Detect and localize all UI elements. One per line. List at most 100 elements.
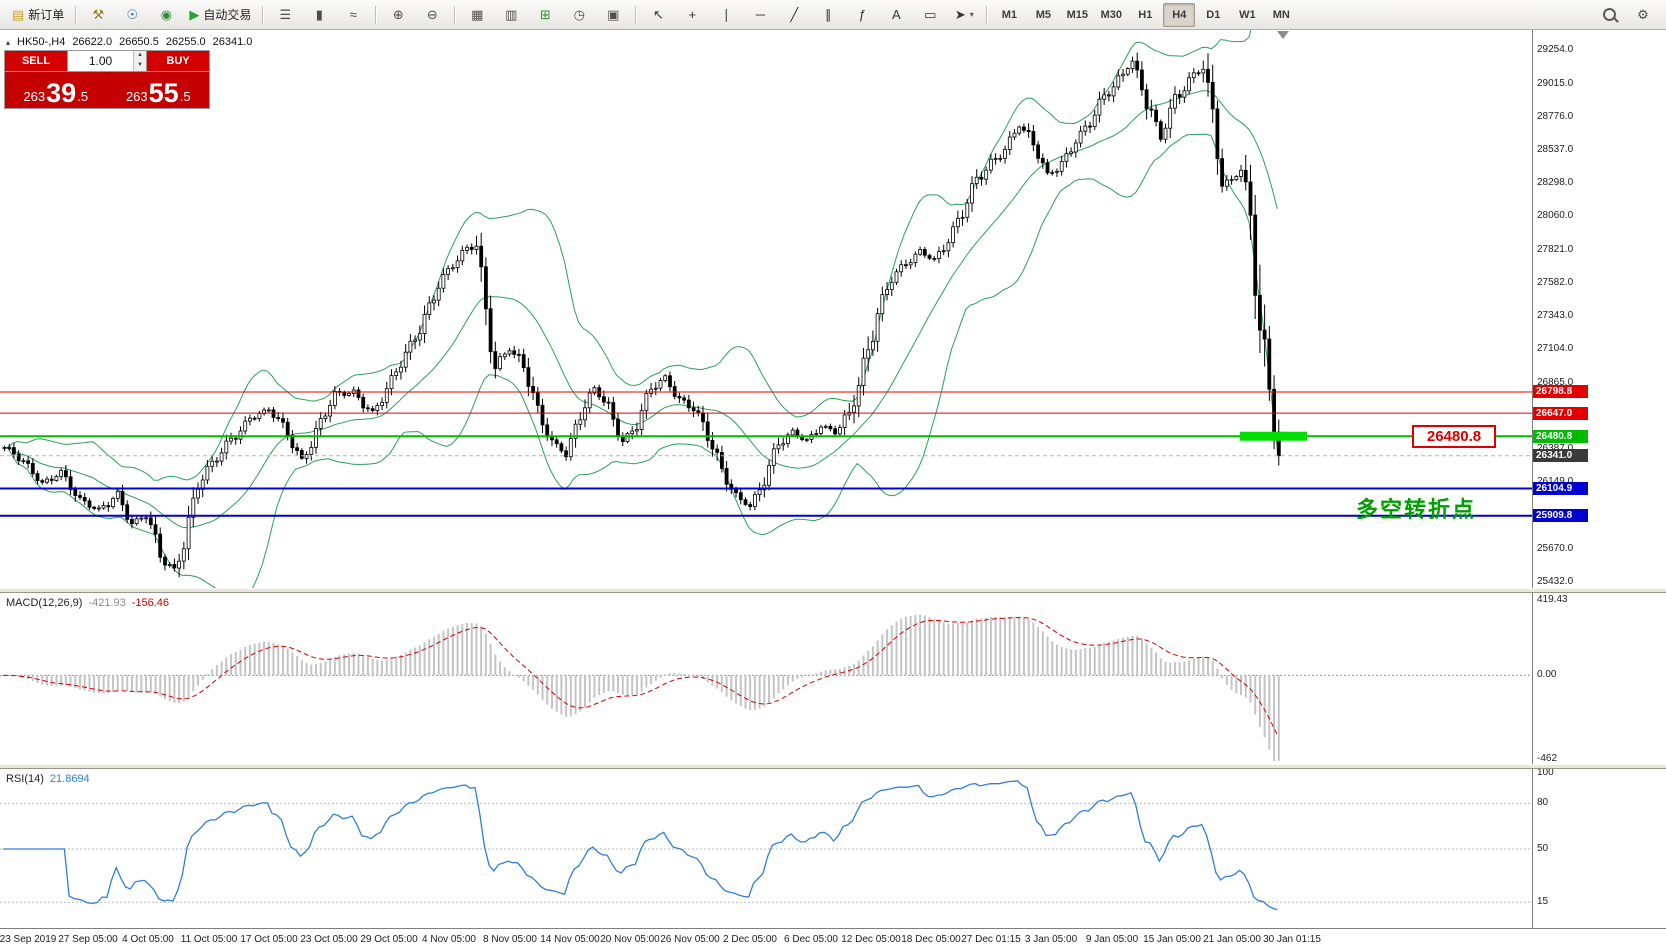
new-chart-icon: ⊞ bbox=[539, 7, 551, 22]
panel-separator[interactable] bbox=[0, 764, 1666, 769]
macd-header: MACD(12,26,9) -421.93 -156.46 bbox=[6, 597, 169, 609]
candlestick-chart-button[interactable]: ▮ bbox=[303, 3, 335, 27]
signals-button[interactable]: ◉ bbox=[150, 3, 182, 27]
volume-spinner: ▲ ▼ bbox=[133, 51, 146, 71]
horizontal-line-button[interactable]: ─ bbox=[744, 3, 776, 27]
volume-down-button[interactable]: ▼ bbox=[134, 61, 146, 71]
sell-price-big-digits: 39 bbox=[46, 78, 77, 109]
price-level-badge: 26104.9 bbox=[1533, 482, 1588, 495]
market-watch-button[interactable]: ☉ bbox=[116, 3, 148, 27]
vertical-line-button[interactable]: ∣ bbox=[710, 3, 742, 27]
timeframe-m15-button[interactable]: M15 bbox=[1061, 3, 1093, 27]
macd-panel-plot[interactable] bbox=[0, 593, 1666, 764]
text-icon: A bbox=[891, 7, 901, 22]
toolbar-right: ⚙ bbox=[1592, 3, 1660, 27]
macd-histogram bbox=[12, 614, 1280, 761]
crosshair-icon: + bbox=[688, 7, 697, 22]
text-button[interactable]: A bbox=[880, 3, 912, 27]
price-axis-label: 28298.0 bbox=[1537, 177, 1574, 188]
price-axis[interactable] bbox=[1533, 30, 1666, 928]
main-chart-plot[interactable] bbox=[0, 30, 1666, 588]
arrange-windows-button[interactable]: ▥ bbox=[495, 3, 527, 27]
price-level-badge: 26647.0 bbox=[1533, 407, 1588, 420]
search-button[interactable] bbox=[1593, 3, 1625, 27]
mql-wizard-button[interactable]: ⚒ bbox=[82, 3, 114, 27]
price-callout-box[interactable]: 26480.8 bbox=[1412, 425, 1496, 448]
period-button[interactable]: ◷ bbox=[563, 3, 595, 27]
price-level-badge: 26480.8 bbox=[1533, 430, 1588, 443]
price-level-badge: 26798.8 bbox=[1533, 385, 1588, 398]
snapshot-button[interactable]: ▣ bbox=[597, 3, 629, 27]
settings-button[interactable]: ⚙ bbox=[1627, 3, 1659, 27]
horizontal-line-icon: ─ bbox=[755, 7, 765, 22]
buy-price-big-digits: 55 bbox=[148, 78, 179, 109]
macd-signal-value: -156.46 bbox=[131, 597, 170, 609]
fibonacci-button[interactable]: ƒ bbox=[846, 3, 878, 27]
time-axis-label: 23 Sep 2019 bbox=[0, 934, 57, 945]
volume-up-button[interactable]: ▲ bbox=[134, 51, 146, 61]
time-axis[interactable]: 23 Sep 2019 27 Sep 05:00 4 Oct 05:00 11 Oct… bbox=[0, 928, 1666, 951]
time-axis-label: 27 Dec 01:15 bbox=[961, 934, 1021, 945]
price-axis-label: 27582.0 bbox=[1537, 277, 1574, 288]
snapshot-icon: ▣ bbox=[607, 7, 620, 22]
zoom-out-button[interactable]: ⊖ bbox=[416, 3, 448, 27]
timeframe-h4-button[interactable]: H4 bbox=[1163, 2, 1196, 27]
timeframe-d1-label: D1 bbox=[1206, 8, 1221, 21]
rsi-value: 21.8694 bbox=[49, 773, 90, 785]
buy-button[interactable]: BUY bbox=[147, 51, 209, 71]
label-icon: ▭ bbox=[924, 7, 937, 22]
timeframe-mn-label: MN bbox=[1272, 8, 1290, 21]
timeframe-m1-button[interactable]: M1 bbox=[993, 3, 1025, 27]
new-order-button[interactable]: ▤ 新订单 bbox=[7, 3, 69, 27]
line-chart-button[interactable]: ≈ bbox=[337, 3, 369, 27]
timeframe-d1-button[interactable]: D1 bbox=[1197, 3, 1229, 27]
chart-window: 23 Sep 2019 27 Sep 05:00 4 Oct 05:00 11 Oct… bbox=[0, 30, 1666, 951]
rsi-panel-plot[interactable] bbox=[0, 769, 1666, 928]
cursor-button[interactable]: ↖ bbox=[642, 3, 674, 27]
turning-point-annotation[interactable]: 多空转折点 bbox=[1356, 497, 1477, 522]
panel-separator[interactable] bbox=[0, 588, 1666, 593]
sell-price-button[interactable]: 263 39 .5 bbox=[5, 72, 108, 108]
price-axis-label: 27821.0 bbox=[1537, 244, 1574, 255]
trendline-button[interactable]: ╱ bbox=[778, 3, 810, 27]
level-highlight-segment[interactable] bbox=[1240, 431, 1307, 441]
timeframe-h1-button[interactable]: H1 bbox=[1129, 3, 1161, 27]
timeframe-w1-button[interactable]: W1 bbox=[1231, 3, 1263, 27]
zoom-in-button[interactable]: ⊕ bbox=[382, 3, 414, 27]
price-axis-label: 25670.0 bbox=[1537, 543, 1574, 554]
time-axis-label: 23 Oct 05:00 bbox=[300, 934, 358, 945]
tile-windows-button[interactable]: ▦ bbox=[461, 3, 493, 27]
channel-button[interactable]: ∥ bbox=[812, 3, 844, 27]
symbol-info-bar: ▴ HK50-,H4 26622.0 26650.5 26255.0 26341… bbox=[6, 36, 252, 48]
sell-button[interactable]: SELL bbox=[5, 51, 67, 71]
toolbar-separator bbox=[635, 5, 637, 24]
symbol-info-collapse-icon[interactable]: ▴ bbox=[6, 37, 11, 47]
bar-chart-icon: ☰ bbox=[279, 7, 292, 22]
label-button[interactable]: ▭ bbox=[914, 3, 946, 27]
time-axis-label: 12 Dec 05:00 bbox=[841, 934, 901, 945]
mql-wizard-icon: ⚒ bbox=[92, 7, 105, 22]
vertical-line-icon: ∣ bbox=[723, 7, 730, 22]
buy-price-button[interactable]: 263 55 .5 bbox=[107, 72, 209, 109]
new-chart-button[interactable]: ⊞ bbox=[529, 3, 561, 27]
macd-axis-label: 419.43 bbox=[1537, 594, 1568, 605]
timeframe-mn-button[interactable]: MN bbox=[1265, 3, 1297, 27]
time-axis-label: 18 Dec 05:00 bbox=[901, 934, 961, 945]
timeframe-m5-button[interactable]: M5 bbox=[1027, 3, 1059, 27]
price-axis-label: 28537.0 bbox=[1537, 144, 1574, 155]
time-axis-label: 3 Jan 05:00 bbox=[1024, 934, 1078, 945]
price-axis-label: 27343.0 bbox=[1537, 310, 1574, 321]
timeframe-m30-button[interactable]: M30 bbox=[1095, 3, 1127, 27]
one-click-trading-panel: SELL ▲ ▼ BUY 263 39 .5 263 55 .5 bbox=[4, 50, 210, 109]
arrows-button[interactable]: ➤ ▾ bbox=[948, 3, 980, 27]
macd-main-value: -421.93 bbox=[88, 597, 126, 609]
bar-chart-button[interactable]: ☰ bbox=[269, 3, 301, 27]
autotrade-button[interactable]: ▶ 自动交易 bbox=[184, 3, 256, 27]
chart-shift-marker-icon[interactable] bbox=[1277, 31, 1289, 39]
price-axis-label: 25432.0 bbox=[1537, 576, 1574, 587]
price-axis-label: 29015.0 bbox=[1537, 78, 1574, 89]
crosshair-button[interactable]: + bbox=[676, 3, 708, 27]
volume-input[interactable] bbox=[68, 51, 133, 71]
autotrade-icon: ▶ bbox=[189, 7, 200, 22]
price-axis-label: 26149.0 bbox=[1537, 476, 1573, 487]
